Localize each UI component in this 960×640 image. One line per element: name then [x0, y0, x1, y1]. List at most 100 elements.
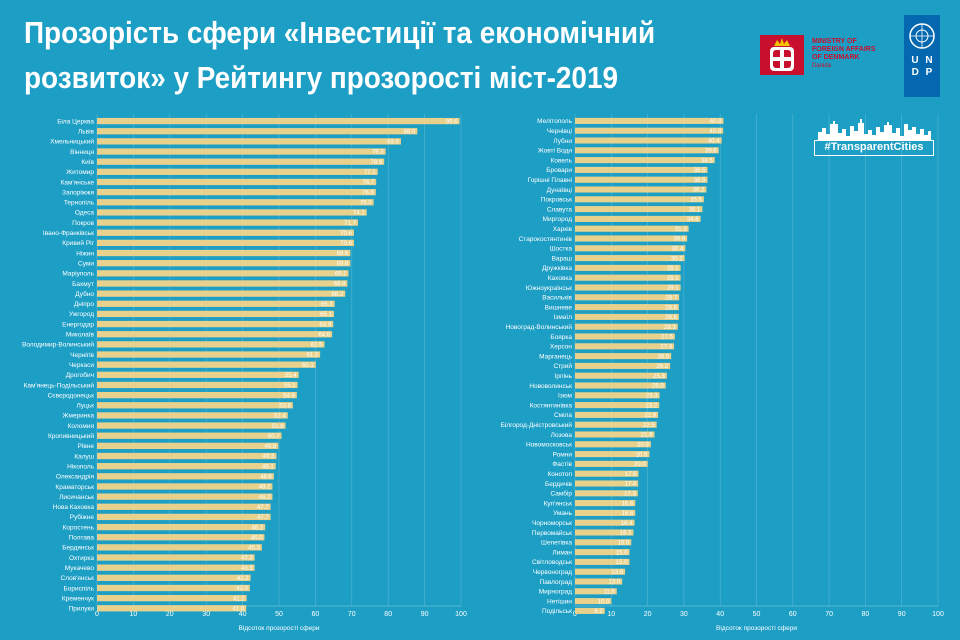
category-label: Вараш — [552, 255, 572, 262]
category-label: Новоград-Волинський — [506, 323, 573, 331]
category-label: Мукачево — [65, 565, 95, 572]
value-label: 68.2 — [332, 292, 344, 298]
value-label: 99.6 — [446, 119, 458, 125]
value-label: 64.6 — [318, 332, 330, 338]
category-label: Червоноград — [533, 569, 572, 576]
value-label: 35.5 — [690, 198, 702, 204]
value-label: 54.9 — [283, 393, 295, 399]
bar — [97, 320, 334, 328]
bar — [575, 196, 704, 203]
bar — [97, 381, 298, 389]
x-tick-label: 100 — [455, 611, 467, 618]
category-label: Чернігів — [70, 351, 94, 359]
bar — [97, 290, 346, 297]
category-label: Миколаїв — [66, 332, 95, 339]
page-title: Прозорість сфери «Інвестиції та економіч… — [24, 10, 672, 100]
x-tick-label: 70 — [348, 611, 356, 618]
category-label: Фастів — [552, 460, 572, 468]
category-label: Краматорськ — [55, 484, 94, 491]
bar — [575, 441, 651, 448]
bar — [575, 323, 678, 330]
bar — [97, 138, 401, 145]
value-label: 36.5 — [694, 168, 706, 174]
category-label: Бердичів — [545, 480, 573, 488]
bar — [575, 186, 707, 193]
value-label: 16.4 — [621, 521, 633, 527]
bar — [575, 225, 689, 232]
category-label: Хмельницький — [50, 138, 94, 146]
bar — [575, 411, 659, 418]
bar — [575, 235, 688, 242]
value-label: 52.4 — [274, 414, 286, 420]
category-label: Черкаси — [69, 362, 94, 369]
bar — [575, 284, 681, 291]
category-label: Сміла — [554, 411, 572, 419]
category-label: Рубіжне — [70, 513, 95, 521]
bar — [97, 584, 250, 592]
category-label: Енергодар — [62, 321, 94, 328]
un-emblem-icon — [909, 23, 935, 49]
category-label: Новомосковськ — [526, 442, 572, 449]
category-label: Білгород-Дністровський — [501, 421, 573, 429]
category-label: Харків — [553, 225, 573, 233]
x-tick-label: 40 — [239, 611, 247, 618]
value-label: 25.0 — [652, 384, 664, 390]
category-label: Кам'янське — [61, 179, 95, 186]
category-label: Миргород — [543, 216, 573, 223]
value-label: 47.7 — [257, 515, 269, 521]
value-label: 49.1 — [262, 464, 274, 470]
value-label: 22.9 — [644, 413, 656, 419]
category-label: Ізмаїл — [554, 314, 573, 321]
value-label: 76.7 — [363, 180, 375, 186]
category-label: Стрий — [553, 362, 572, 370]
value-label: 10.0 — [598, 599, 610, 605]
category-label: Умань — [553, 510, 573, 517]
value-label: 61.3 — [306, 353, 318, 359]
bar — [575, 490, 638, 497]
bar — [97, 534, 265, 541]
value-label: 16.6 — [622, 511, 634, 517]
bar — [97, 199, 374, 206]
bar — [575, 274, 681, 281]
category-label: Херсон — [550, 344, 573, 351]
value-label: 55.1 — [284, 383, 296, 389]
x-tick-label: 80 — [384, 611, 392, 618]
category-label: Ромни — [553, 451, 573, 458]
value-label: 28.6 — [665, 305, 677, 311]
value-label: 42.2 — [237, 576, 249, 582]
category-label: Калуш — [74, 453, 94, 460]
x-tick-label: 40 — [716, 611, 724, 618]
value-label: 39.6 — [705, 149, 717, 155]
value-label: 29.1 — [667, 276, 679, 282]
bar — [97, 452, 277, 460]
bar — [575, 255, 685, 262]
value-label: 78.9 — [371, 160, 383, 166]
bar — [97, 503, 271, 510]
bar — [97, 391, 297, 399]
bar — [575, 598, 612, 605]
category-label: Павлоград — [540, 579, 573, 586]
bar — [97, 473, 274, 480]
category-label: Тернопіль — [64, 199, 95, 207]
value-label: 27.3 — [660, 345, 672, 351]
bar — [97, 351, 321, 358]
category-label: Шепетівка — [541, 539, 572, 547]
value-label: 46.0 — [251, 535, 263, 541]
category-label: Кам'янець-Подільський — [24, 381, 95, 389]
value-label: 83.5 — [387, 140, 399, 146]
bar — [575, 372, 667, 379]
bar — [575, 607, 605, 614]
bar — [575, 117, 724, 124]
value-label: 21.9 — [641, 433, 653, 439]
bar — [575, 578, 623, 585]
category-label: Чернівці — [547, 127, 572, 135]
bar — [575, 147, 719, 154]
value-label: 43.3 — [241, 566, 253, 572]
value-label: 76.6 — [362, 190, 374, 196]
value-label: 17.5 — [625, 472, 637, 478]
category-label: Ізюм — [558, 393, 573, 400]
bar — [97, 361, 316, 368]
category-label: Івано-Франківськ — [43, 229, 94, 237]
category-label: Покровськ — [541, 197, 572, 204]
category-label: Ковель — [551, 157, 573, 164]
